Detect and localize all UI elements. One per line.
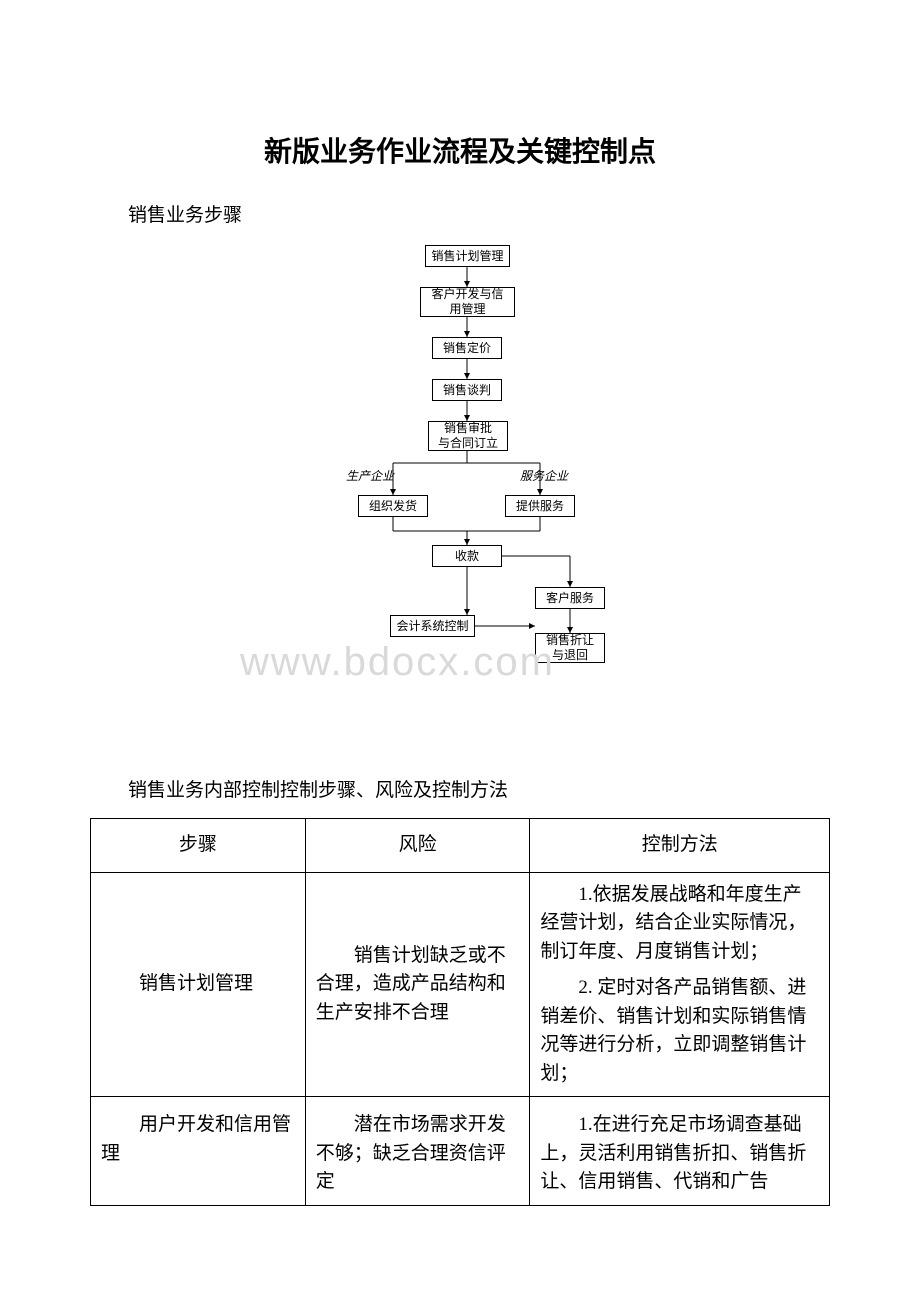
flow-node-label: 销售审批 与合同订立 xyxy=(438,421,498,451)
cell-ctrl-item: 2. 定时对各产品销售额、进销差价、销售计划和实际销售情况等进行分析，立即调整销… xyxy=(540,974,819,1088)
flow-node-label: 销售谈判 xyxy=(443,383,491,398)
flow-node-service: 提供服务 xyxy=(505,495,575,517)
cell-risk: 销售计划缺乏或不合理，造成产品结构和生产安排不合理 xyxy=(316,942,520,1028)
flow-node-label: 客户服务 xyxy=(546,591,594,606)
cell-risk: 潜在市场需求开发不够；缺乏合理资信评定 xyxy=(316,1111,520,1197)
flow-branch-label-right: 服务企业 xyxy=(520,467,568,484)
table-row: 用户开发和信用管理 潜在市场需求开发不够；缺乏合理资信评定 1.在进行充足市场调… xyxy=(91,1097,830,1206)
subtitle: 销售业务步骤 xyxy=(90,200,830,227)
flow-node-label: 组织发货 xyxy=(369,499,417,514)
cell-step: 用户开发和信用管理 xyxy=(101,1111,295,1168)
table-row: 销售计划管理 销售计划缺乏或不合理，造成产品结构和生产安排不合理 1.依据发展战… xyxy=(91,872,830,1097)
cell-ctrl-item: 1.依据发展战略和年度生产经营计划，结合企业实际情况，制订年度、月度销售计划； xyxy=(540,881,819,967)
flow-branch-label-left: 生产企业 xyxy=(346,467,394,484)
page-title: 新版业务作业流程及关键控制点 xyxy=(90,130,830,170)
col-header-step: 步骤 xyxy=(91,819,306,873)
flow-node-pricing: 销售定价 xyxy=(432,337,502,359)
control-table: 步骤 风险 控制方法 销售计划管理 销售计划缺乏或不合理，造成产品结构和生产安排… xyxy=(90,818,830,1206)
flow-node-label: 销售计划管理 xyxy=(431,249,503,264)
flow-node-approve: 销售审批 与合同订立 xyxy=(428,421,508,451)
flow-node-label: 会计系统控制 xyxy=(396,619,468,634)
flow-node-ship: 组织发货 xyxy=(358,495,428,517)
col-header-ctrl: 控制方法 xyxy=(530,819,830,873)
flow-node-customer: 客户开发与信 用管理 xyxy=(420,287,515,317)
col-header-risk: 风险 xyxy=(305,819,530,873)
flow-node-label: 收款 xyxy=(455,549,479,564)
flow-node-custsvc: 客户服务 xyxy=(535,587,605,609)
flow-node-payment: 收款 xyxy=(432,545,502,567)
flow-node-negotiate: 销售谈判 xyxy=(432,379,502,401)
flow-node-label: 销售折让 与退回 xyxy=(546,633,594,663)
flowchart: 销售计划管理 客户开发与信 用管理 销售定价 销售谈判 销售审批 与合同订立 组… xyxy=(260,245,660,715)
cell-ctrl-item: 1.在进行充足市场调查基础上，灵活利用销售折扣、销售折让、信用销售、代销和广告 xyxy=(540,1111,819,1197)
flow-node-label: 客户开发与信 用管理 xyxy=(431,287,503,317)
flow-node-label: 销售定价 xyxy=(443,341,491,356)
flow-node-return: 销售折让 与退回 xyxy=(535,633,605,663)
cell-step: 销售计划管理 xyxy=(101,970,295,999)
flow-node-accounting: 会计系统控制 xyxy=(390,615,475,637)
section-heading: 销售业务内部控制控制步骤、风险及控制方法 xyxy=(90,775,830,802)
flow-node-label: 提供服务 xyxy=(516,499,564,514)
table-header-row: 步骤 风险 控制方法 xyxy=(91,819,830,873)
flow-node-plan: 销售计划管理 xyxy=(425,245,510,267)
